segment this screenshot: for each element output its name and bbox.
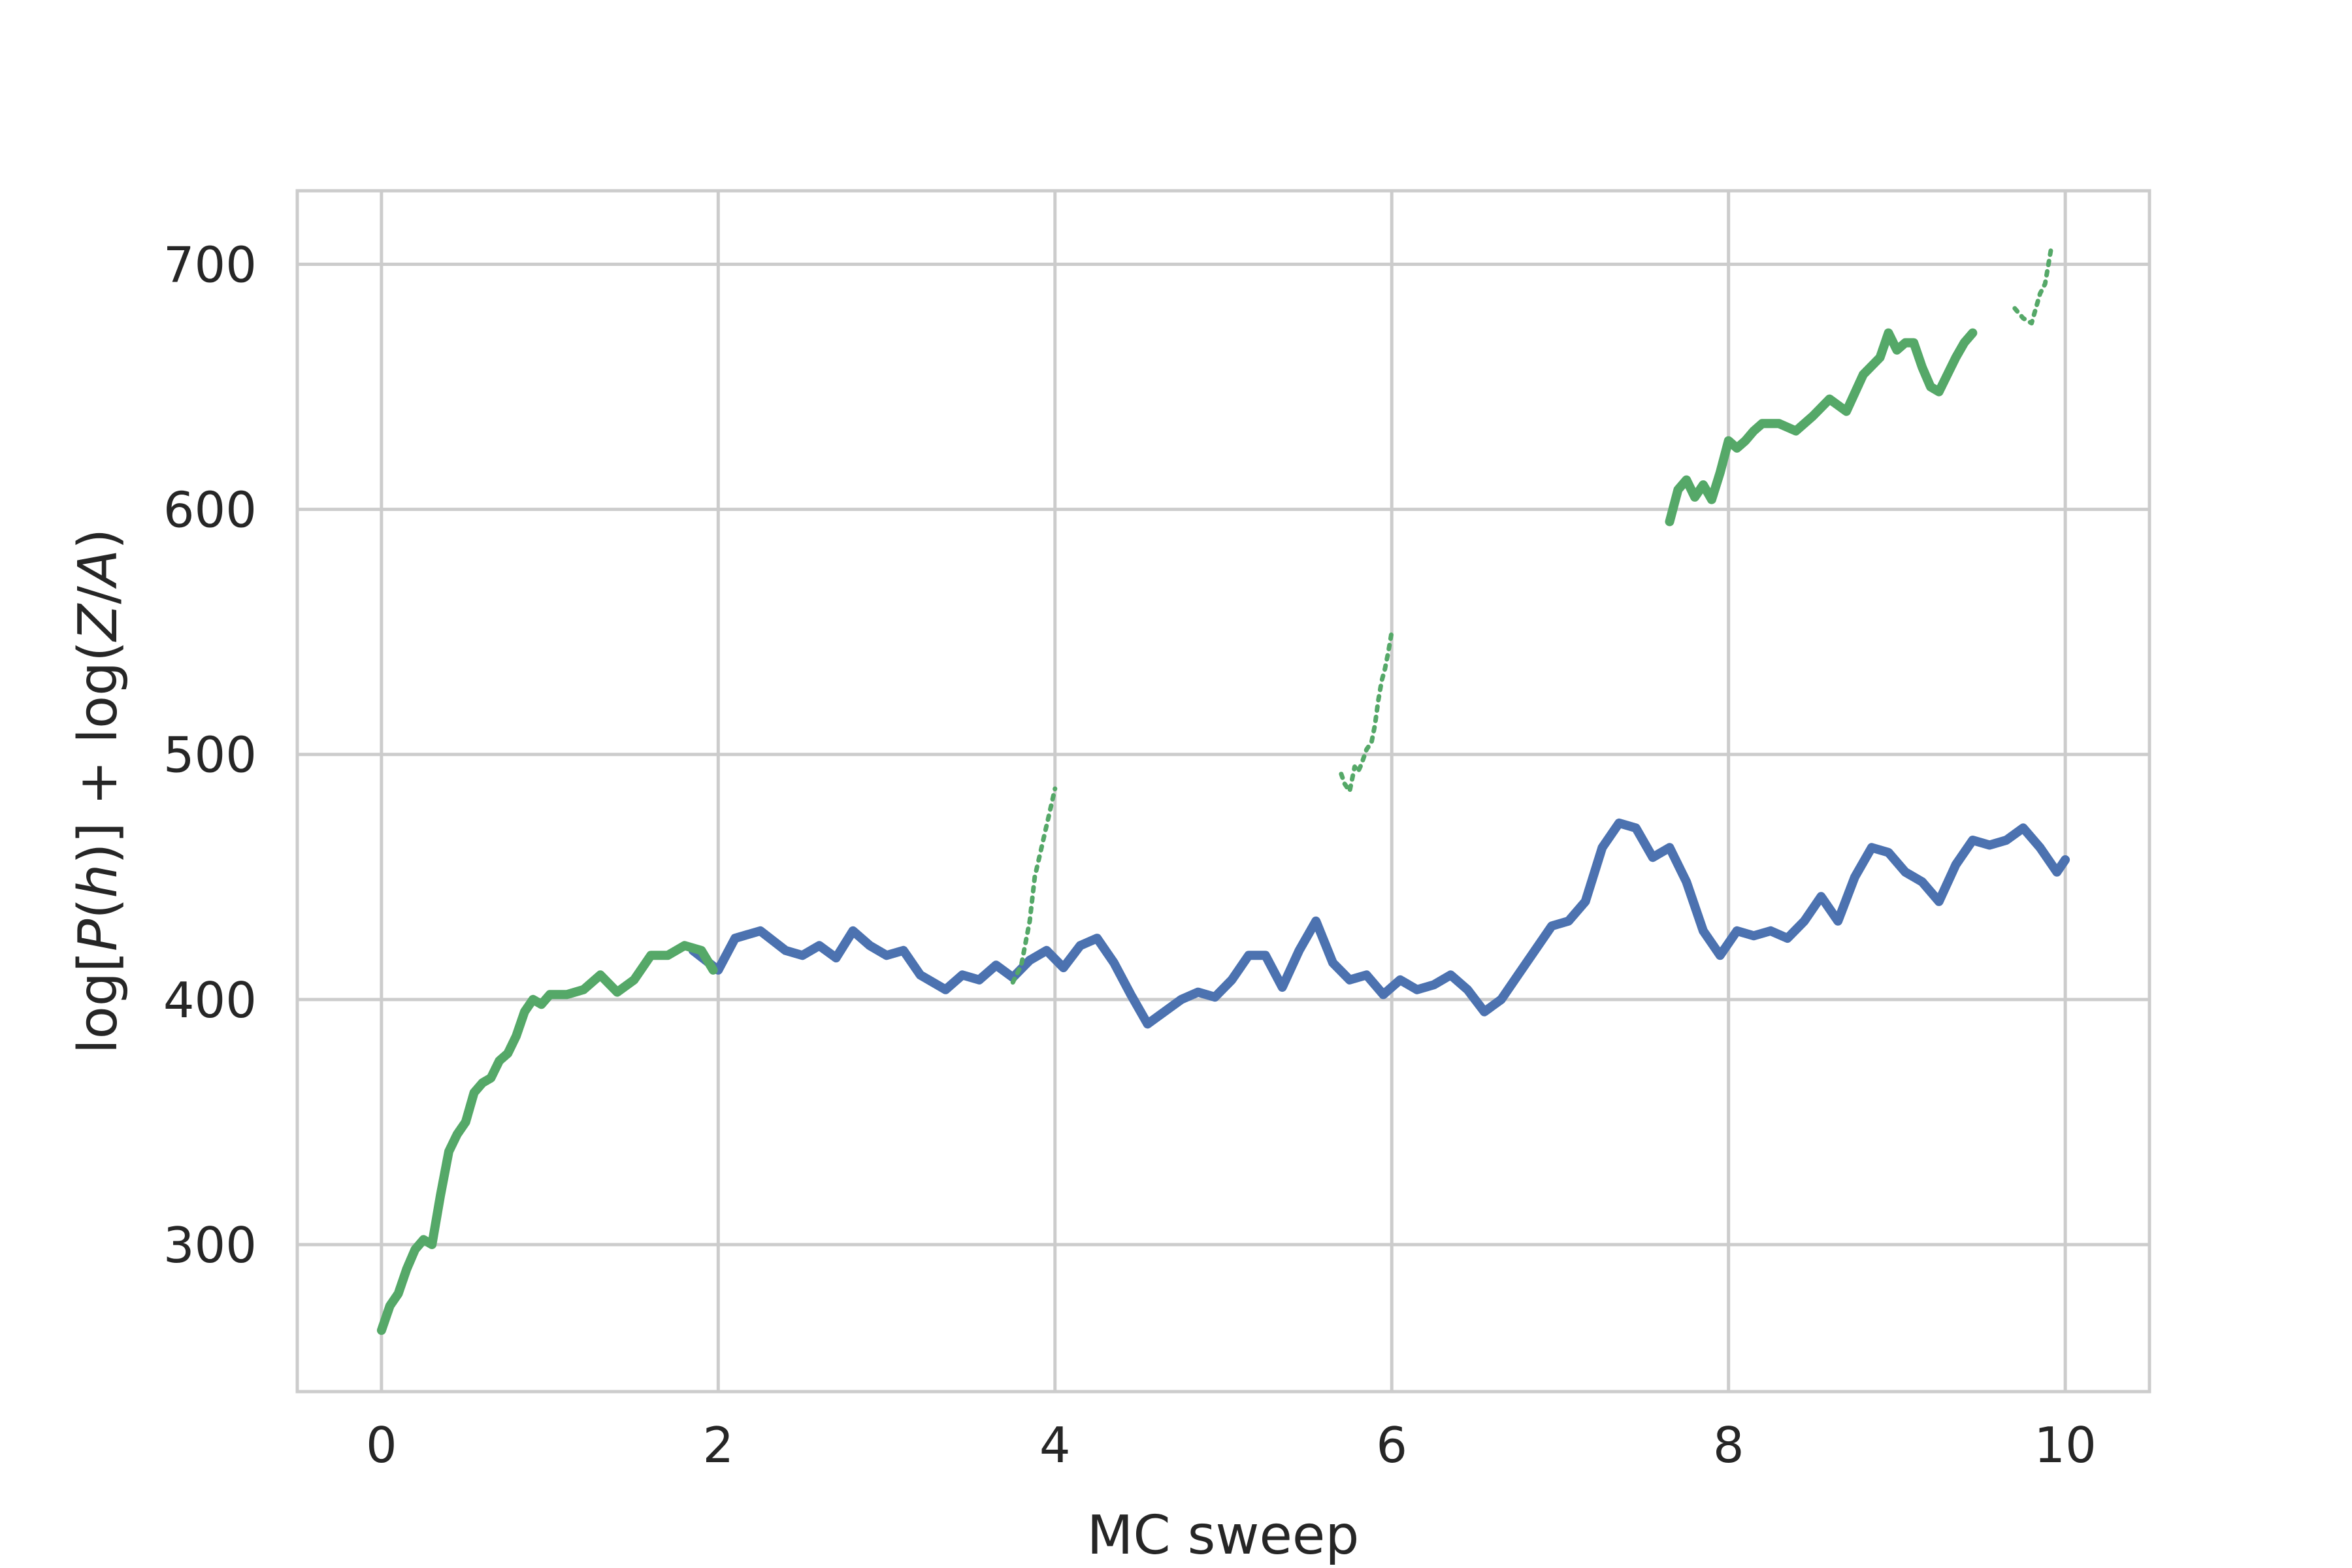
- x-tick-label: 6: [1376, 1416, 1407, 1474]
- series-line-3: [1339, 629, 1394, 794]
- y-tick-label: 500: [163, 727, 257, 784]
- plot-frame: [295, 189, 2151, 1394]
- series-line-4: [1665, 328, 1978, 527]
- series-line-1: [376, 941, 718, 1335]
- series-line-2: [1010, 786, 1058, 985]
- x-axis-label: MC sweep: [1087, 1505, 1360, 1567]
- x-tick-label: 10: [2034, 1416, 2096, 1474]
- y-tick-label: 700: [163, 237, 257, 294]
- x-tick-label: 0: [366, 1416, 397, 1474]
- series-layer: [376, 242, 2070, 1335]
- y-tick-label: 300: [163, 1217, 257, 1274]
- x-tick-label: 8: [1713, 1416, 1744, 1474]
- y-axis-label: log[P(h)] + log(Z/A): [67, 529, 129, 1054]
- grid: [297, 191, 2149, 1392]
- tick-labels: 0 2 4 6 8 10 300 400 500 600 700: [163, 237, 2097, 1474]
- y-tick-label: 400: [163, 972, 257, 1029]
- x-tick-label: 2: [702, 1416, 734, 1474]
- series-line-5: [2012, 242, 2054, 326]
- x-tick-label: 4: [1039, 1416, 1071, 1474]
- y-tick-label: 600: [163, 482, 257, 539]
- series-line-0: [688, 818, 2070, 1029]
